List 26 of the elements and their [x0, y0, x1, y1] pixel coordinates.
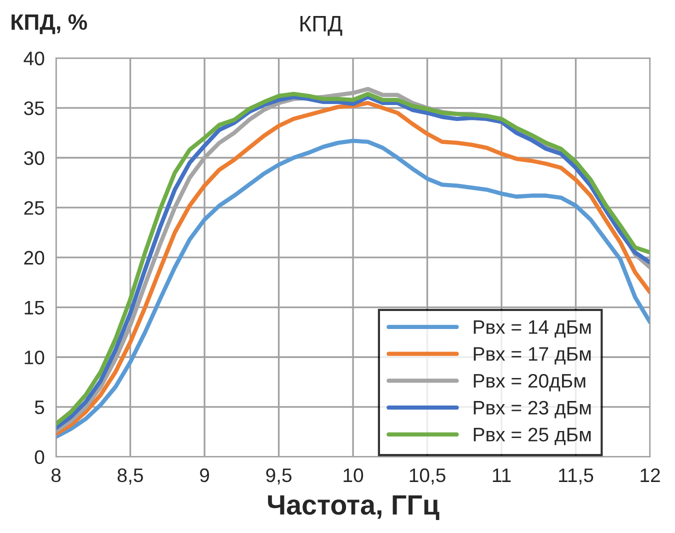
legend-label: Pвх = 25 дБм — [474, 428, 591, 446]
x-tick-label: 11,5 — [559, 468, 594, 484]
y-tick-label: 0 — [34, 450, 44, 464]
x-tick-label: 10,5 — [410, 468, 446, 484]
legend-label: Pвх = 20дБм — [474, 374, 586, 392]
x-tick-label: 12 — [640, 468, 660, 482]
y-tick-label: 15 — [24, 300, 44, 315]
x-axis-title: Частота, ГГц — [268, 495, 440, 520]
y-tick-label: 5 — [34, 400, 44, 414]
x-tick-label: 9,5 — [266, 468, 292, 484]
y-tick-label: 30 — [24, 151, 44, 166]
legend-label: Pвх = 23 дБм — [474, 400, 591, 418]
x-tick-label: 8,5 — [118, 468, 143, 484]
y-tick-label: 40 — [24, 52, 44, 66]
y-axis-title: КПД, % — [12, 14, 88, 34]
x-tick-label: 8 — [51, 468, 61, 482]
y-tick-label: 20 — [24, 250, 44, 265]
chart-title: КПД — [300, 16, 342, 36]
legend-label: Pвх = 17 дБм — [474, 347, 591, 365]
x-tick-label: 10 — [344, 468, 364, 482]
x-tick-label: 9 — [200, 468, 210, 482]
x-tick-label: 11 — [492, 468, 511, 482]
y-tick-label: 35 — [24, 101, 44, 116]
legend-label: Pвх = 14 дБм — [474, 320, 591, 338]
y-tick-label: 25 — [24, 201, 44, 215]
y-tick-label: 10 — [24, 350, 44, 364]
